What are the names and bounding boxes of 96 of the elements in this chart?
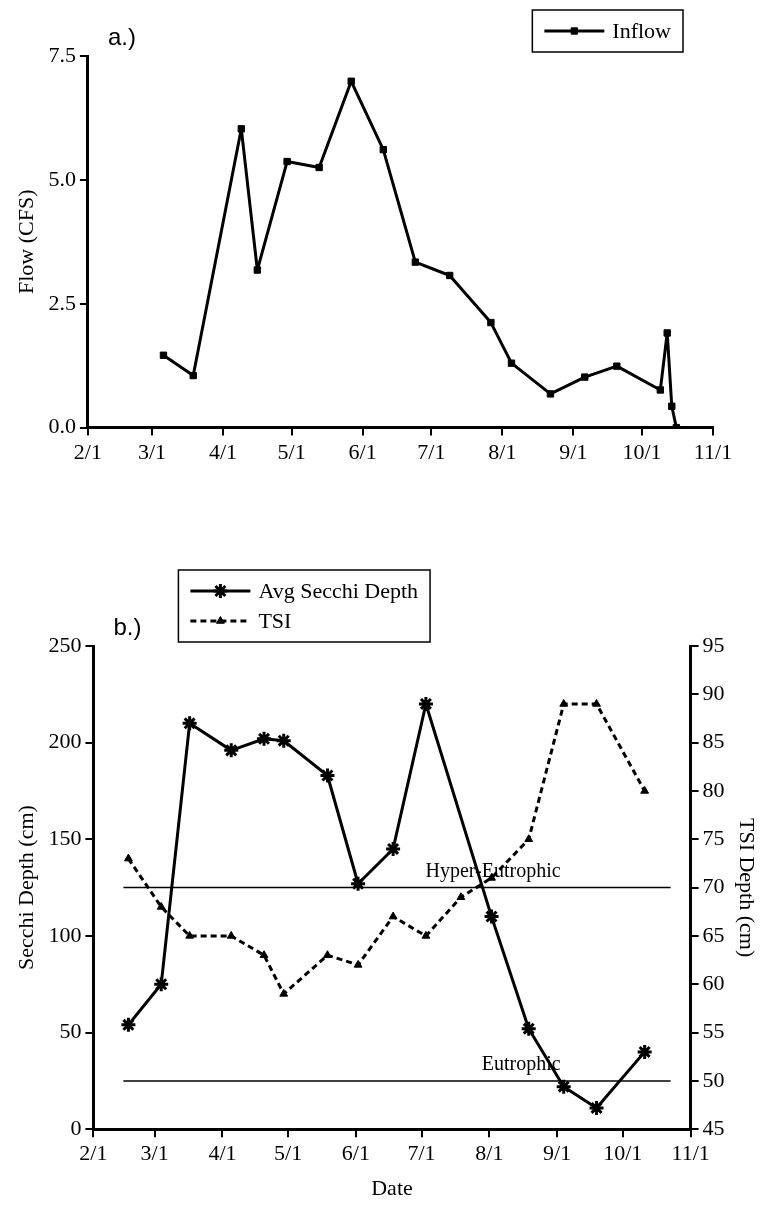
x-tick-label: 6/1 xyxy=(348,438,377,464)
y-tick-label: 5.0 xyxy=(48,165,76,191)
point xyxy=(663,329,671,337)
y-tick-label: 0.0 xyxy=(48,413,76,439)
point xyxy=(255,730,273,748)
point xyxy=(279,988,289,997)
y2-tick-label: 55 xyxy=(702,1018,725,1044)
x-tick-label: 4/1 xyxy=(208,1140,237,1166)
x-tick-label: 3/1 xyxy=(137,438,167,464)
x-tick-label: 8/1 xyxy=(488,438,517,464)
y-tick-label: 100 xyxy=(48,921,82,947)
point xyxy=(446,271,454,280)
point xyxy=(226,930,236,939)
point xyxy=(259,950,269,958)
point xyxy=(456,892,466,901)
point xyxy=(323,950,332,958)
y2-tick-label: 80 xyxy=(702,776,725,802)
legend-label: Avg Secchi Depth xyxy=(258,577,419,603)
y2-tick-label: 50 xyxy=(702,1066,725,1092)
x-tick-label: 7/1 xyxy=(407,1140,436,1166)
point xyxy=(613,362,621,370)
y-tick-label: 2.5 xyxy=(48,289,76,315)
point xyxy=(159,351,168,359)
point xyxy=(315,163,323,172)
x-tick-label: 9/1 xyxy=(559,438,588,464)
x-tick-label: 3/1 xyxy=(140,1140,169,1166)
point xyxy=(487,318,495,327)
y2-tick-label: 65 xyxy=(702,921,725,947)
y-axis-title: Secchi Depth (cm) xyxy=(12,805,38,971)
text: a.) xyxy=(107,22,136,50)
y2-tick-label: 90 xyxy=(702,680,725,706)
x-tick-label: 8/1 xyxy=(475,1140,504,1166)
point xyxy=(581,373,589,381)
point xyxy=(588,1099,606,1117)
legend-label: Inflow xyxy=(612,17,672,43)
point xyxy=(559,698,569,707)
y2-tick-label: 95 xyxy=(702,631,725,657)
point xyxy=(253,266,262,274)
point xyxy=(417,695,435,713)
y-axis-title: Flow (CFS) xyxy=(12,189,38,295)
point xyxy=(421,930,431,939)
point xyxy=(384,840,402,858)
point xyxy=(156,901,166,910)
x-tick-label: 2/1 xyxy=(73,438,102,464)
y-tick-label: 200 xyxy=(48,728,82,754)
x-tick-label: 7/1 xyxy=(417,438,446,464)
point xyxy=(640,785,650,794)
point xyxy=(353,959,363,968)
point xyxy=(656,386,665,394)
y2-tick-label: 85 xyxy=(702,728,725,754)
x-tick-label: 10/1 xyxy=(622,438,662,464)
point xyxy=(222,741,240,759)
point xyxy=(388,911,398,920)
legend-label: TSI xyxy=(258,607,292,633)
y2-tick-label: 60 xyxy=(702,970,725,996)
point xyxy=(347,77,355,85)
point xyxy=(237,125,245,133)
point xyxy=(483,908,501,926)
point xyxy=(189,371,197,380)
point xyxy=(520,1020,538,1038)
point xyxy=(318,767,336,784)
y2-tick-label: 45 xyxy=(702,1114,725,1140)
x-axis-title: Date xyxy=(371,1174,413,1200)
x-tick-label: 11/1 xyxy=(693,438,733,464)
point xyxy=(524,834,534,843)
point xyxy=(181,714,199,732)
point xyxy=(275,732,293,750)
y-tick-label: 50 xyxy=(59,1018,82,1044)
x-tick-label: 6/1 xyxy=(341,1140,370,1166)
point xyxy=(349,875,367,893)
x-tick-label: 11/1 xyxy=(671,1140,710,1166)
x-tick-label: 4/1 xyxy=(208,438,238,464)
y2-tick-label: 75 xyxy=(702,825,725,851)
x-tick-label: 2/1 xyxy=(79,1140,108,1166)
y-tick-label: 7.5 xyxy=(48,41,76,67)
point xyxy=(119,1016,137,1034)
y2-tick-label: 70 xyxy=(702,873,725,899)
y2-axis-title: TSI Depth (cm) xyxy=(735,817,761,958)
point xyxy=(379,145,387,154)
y-tick-label: 150 xyxy=(48,825,82,851)
point xyxy=(152,975,170,993)
point xyxy=(185,930,195,939)
point xyxy=(507,359,516,367)
y-tick-label: 0 xyxy=(70,1114,82,1140)
point xyxy=(411,258,420,266)
text: b.) xyxy=(113,612,142,640)
point xyxy=(636,1043,654,1061)
point xyxy=(668,402,676,410)
x-tick-label: 5/1 xyxy=(274,1140,303,1166)
point xyxy=(546,390,555,398)
point xyxy=(283,157,291,166)
point xyxy=(592,698,601,707)
x-tick-label: 5/1 xyxy=(277,438,306,464)
y-tick-label: 250 xyxy=(48,631,82,657)
x-tick-label: 10/1 xyxy=(603,1140,643,1166)
x-tick-label: 9/1 xyxy=(543,1140,572,1166)
